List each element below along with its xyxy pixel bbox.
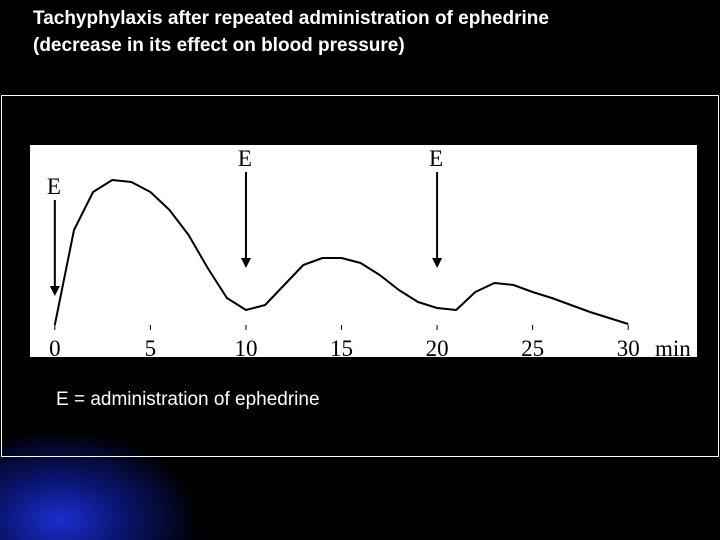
x-tick-label: 0 <box>49 336 61 361</box>
annotation-label: E <box>47 174 61 199</box>
x-tick-label: 15 <box>330 336 353 361</box>
title-line: (decrease in its effect on blood pressur… <box>33 35 405 56</box>
frame <box>1 95 719 457</box>
x-tick-label: 25 <box>521 336 544 361</box>
plot-area <box>30 145 697 357</box>
line <box>53 179 629 326</box>
x-tick-label: 30 <box>617 336 640 361</box>
title-line: Tachyphylaxis after repeated administrat… <box>33 8 549 29</box>
annotation-arrowhead <box>432 258 443 268</box>
x-axis-label: min <box>655 336 691 361</box>
annotation-label: E <box>238 146 252 171</box>
x-tick-label: 20 <box>426 336 449 361</box>
annotation-arrowhead <box>49 286 60 296</box>
annotation-arrowhead <box>240 258 251 268</box>
x-tick-label: 5 <box>145 336 157 361</box>
caption: E = administration of ephedrine <box>56 389 320 410</box>
annotation-label: E <box>429 146 443 171</box>
x-tick-label: 10 <box>234 336 257 361</box>
